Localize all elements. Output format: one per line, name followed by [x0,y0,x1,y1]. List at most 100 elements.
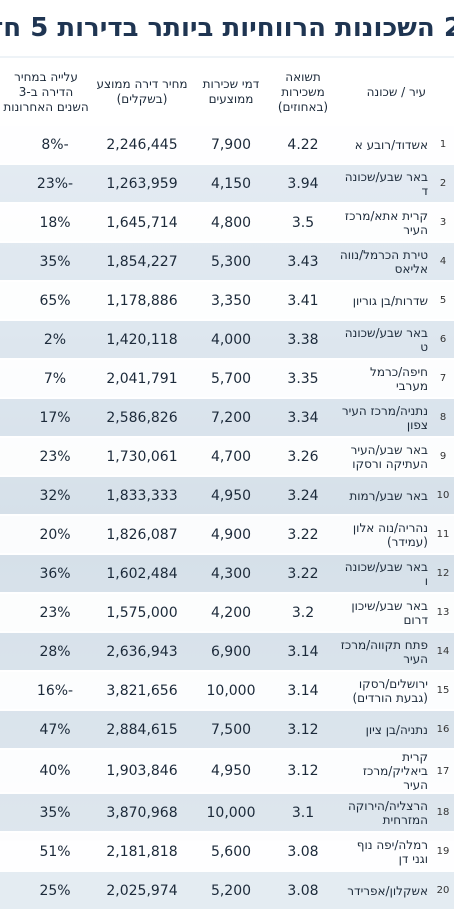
row-rent: 4,950 [192,749,270,794]
row-yield: 3.12 [270,749,336,794]
table-row: 16 נתניה/בן ציון 3.12 7,500 2,884,615 47% [0,710,454,750]
row-neighborhood: נתניה/בן ציון [336,710,432,750]
row-rise: 32% [0,476,92,516]
row-rise: 40% [0,749,92,794]
row-rise: 51% [0,832,92,872]
table-row: 19 רמלה/יפה נוף וגני דן 3.08 5,600 2,181,818… [0,832,454,872]
row-number: 19 [432,832,454,872]
row-number: 10 [432,476,454,516]
row-rent: 6,900 [192,632,270,672]
header-price: מחיר דירה ממוצע (בשקלים) [92,58,192,126]
row-yield: 3.26 [270,437,336,477]
row-neighborhood: נתניה/מרכז העיר צפון [336,398,432,438]
row-price: 1,854,227 [92,242,192,282]
row-price: 2,025,974 [92,871,192,911]
table-row: 10 באר שבע/רמות 3.24 4,950 1,833,333 32% [0,476,454,516]
row-rise: 47% [0,710,92,750]
row-price: 1,575,000 [92,593,192,633]
table-row: 5 שדרות/בן גוריון 3.41 3,350 1,178,886 65% [0,281,454,321]
row-number: 16 [432,710,454,750]
row-price: 1,826,087 [92,515,192,555]
row-rise: 35% [0,242,92,282]
row-price: 1,602,484 [92,554,192,594]
row-neighborhood: ירושלים/רסקו (גבעת הורדים) [336,671,432,711]
row-rent: 4,300 [192,554,270,594]
row-price: 2,246,445 [92,126,192,165]
row-rent: 7,900 [192,126,270,165]
row-rent: 5,700 [192,359,270,399]
table-row: 7 חיפה/כרמל מערבי 3.35 5,700 2,041,791 7% [0,359,454,399]
row-neighborhood: קרית ביאליק/מרכז העיר [336,749,432,794]
table-row: 9 באר שבע/העיר העתיקה ורסקו 3.26 4,700 1,730… [0,437,454,477]
row-number: 4 [432,242,454,282]
table-row: 11 נהריה/נוה אלון (עמידר) 3.22 4,900 1,826,0… [0,515,454,555]
row-rent: 5,600 [192,832,270,872]
row-rise: 18% [0,203,92,243]
row-number: 3 [432,203,454,243]
row-neighborhood: באר שבע/שיכון דרום [336,593,432,633]
row-rent: 4,900 [192,515,270,555]
row-yield: 3.22 [270,515,336,555]
row-rent: 4,800 [192,203,270,243]
row-rent: 4,200 [192,593,270,633]
row-rise: 35% [0,793,92,833]
header-rent: דמי שכירות ממוצעים [192,58,270,126]
row-rise: 25% [0,871,92,911]
table-row: 20 אשקלון/אפרידר 3.08 5,200 2,025,974 25% [0,871,454,911]
header-rise: עלייה במחיר הדירה ב-3 השנים האחרונות [0,58,92,126]
row-rise: 7% [0,359,92,399]
row-neighborhood: באר שבע/שכונה ד [336,164,432,204]
table-row: 17 קרית ביאליק/מרכז העיר 3.12 4,950 1,903,84… [0,749,454,794]
table-row: 6 באר שבע/שכונה ט 3.38 4,000 1,420,118 2% [0,320,454,360]
row-number: 20 [432,871,454,911]
table-row: 8 נתניה/מרכז העיר צפון 3.34 7,200 2,586,826 1… [0,398,454,438]
row-price: 1,420,118 [92,320,192,360]
row-number: 11 [432,515,454,555]
row-rent: 4,950 [192,476,270,516]
row-price: 1,645,714 [92,203,192,243]
row-rise: 65% [0,281,92,321]
table-row: 15 ירושלים/רסקו (גבעת הורדים) 3.14 10,000 3,… [0,671,454,711]
table-row: 1 אשדוד/רובע א 4.22 7,900 2,246,445 -8% [0,126,454,165]
row-rent: 4,150 [192,164,270,204]
row-price: 3,870,968 [92,793,192,833]
row-neighborhood: באר שבע/שכונה ו [336,554,432,594]
row-yield: 3.5 [270,203,336,243]
table-row: 2 באר שבע/שכונה ד 3.94 4,150 1,263,959 -23% [0,164,454,204]
row-rent: 7,500 [192,710,270,750]
row-rise: -23% [0,164,92,204]
row-price: 2,181,818 [92,832,192,872]
row-rise: -16% [0,671,92,711]
row-price: 3,821,656 [92,671,192,711]
page-title: 20 השכונות הרווחיות ביותר בדירות 5 חדרים [0,0,454,56]
row-neighborhood: חיפה/כרמל מערבי [336,359,432,399]
row-rise: 23% [0,593,92,633]
row-yield: 3.43 [270,242,336,282]
row-number: 12 [432,554,454,594]
row-yield: 3.38 [270,320,336,360]
row-price: 2,636,943 [92,632,192,672]
header-neighborhood: עיר / שכונה [336,58,432,126]
row-yield: 3.34 [270,398,336,438]
row-neighborhood: באר שבע/שכונה ט [336,320,432,360]
row-yield: 3.12 [270,710,336,750]
row-rent: 3,350 [192,281,270,321]
table-row: 4 טירת הכרמל/נווה אליאס 3.43 5,300 1,854,227… [0,242,454,282]
table-row: 14 פתח תקווה/מרכז העיר 3.14 6,900 2,636,943 2… [0,632,454,672]
row-price: 1,903,846 [92,749,192,794]
row-number: 6 [432,320,454,360]
row-yield: 3.08 [270,832,336,872]
row-number: 8 [432,398,454,438]
row-price: 1,178,886 [92,281,192,321]
row-number: 15 [432,671,454,711]
row-yield: 3.14 [270,671,336,711]
row-rise: -8% [0,126,92,165]
row-neighborhood: שדרות/בן גוריון [336,281,432,321]
row-neighborhood: נהריה/נוה אלון (עמידר) [336,515,432,555]
row-rise: 23% [0,437,92,477]
row-rise: 2% [0,320,92,360]
row-rent: 7,200 [192,398,270,438]
row-rise: 17% [0,398,92,438]
row-price: 2,041,791 [92,359,192,399]
row-number: 9 [432,437,454,477]
